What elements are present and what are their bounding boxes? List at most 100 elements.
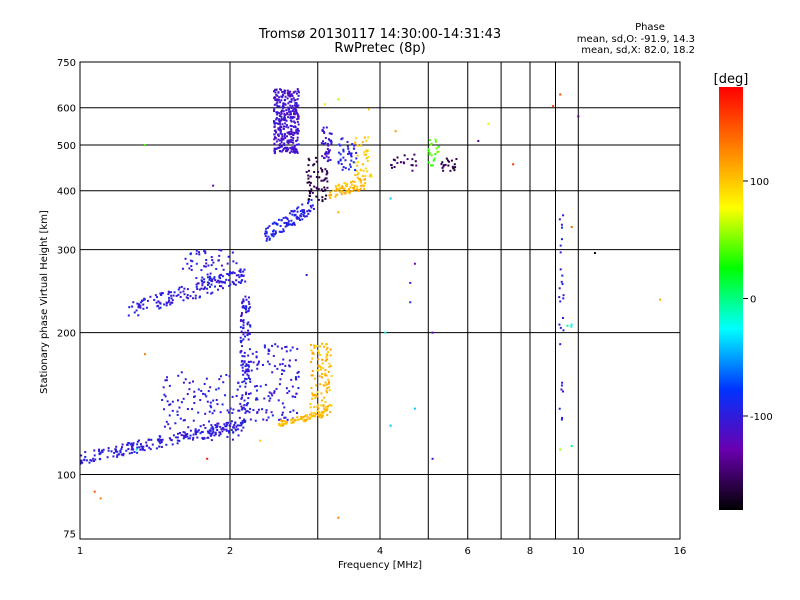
data-point	[290, 128, 293, 131]
plot-grid	[79, 62, 680, 539]
data-point	[291, 110, 294, 113]
data-point	[163, 408, 166, 411]
data-point	[239, 336, 242, 339]
data-point	[283, 416, 286, 419]
data-point	[288, 139, 291, 142]
data-point	[112, 455, 115, 458]
data-point	[285, 135, 288, 138]
data-point	[254, 398, 257, 401]
data-point	[291, 117, 294, 120]
data-point	[326, 409, 329, 412]
data-point	[268, 238, 271, 241]
data-point	[245, 378, 248, 381]
data-point	[330, 375, 333, 378]
data-point	[197, 411, 200, 414]
data-point	[238, 409, 241, 412]
data-point	[455, 158, 458, 161]
data-point	[211, 426, 214, 429]
data-point	[160, 292, 163, 295]
data-point	[288, 364, 291, 367]
data-point	[284, 136, 287, 139]
data-point	[294, 150, 297, 153]
data-point	[322, 367, 325, 370]
data-point	[277, 127, 280, 130]
data-point	[273, 365, 276, 368]
data-point	[341, 137, 344, 140]
data-point	[280, 109, 283, 112]
data-point	[248, 348, 251, 351]
data-point	[290, 94, 293, 97]
data-point	[256, 367, 259, 370]
data-point	[281, 419, 284, 422]
data-point	[301, 203, 304, 206]
data-point	[290, 120, 293, 123]
data-point	[349, 165, 352, 168]
data-point	[177, 293, 180, 296]
data-point	[243, 307, 246, 310]
data-point	[406, 158, 409, 161]
data-point	[129, 443, 132, 446]
data-point	[342, 156, 345, 159]
data-point	[278, 230, 281, 233]
data-point	[559, 448, 562, 451]
data-point	[274, 137, 277, 140]
data-point	[275, 117, 278, 120]
data-point	[216, 424, 219, 427]
data-point	[316, 403, 319, 406]
data-point	[206, 400, 209, 403]
data-point	[317, 351, 320, 354]
data-point	[261, 363, 264, 366]
data-point	[318, 176, 321, 179]
data-point	[313, 170, 316, 173]
data-point	[200, 269, 203, 272]
data-point	[313, 394, 316, 397]
data-point	[190, 265, 193, 268]
data-point	[247, 370, 250, 373]
data-point	[277, 134, 280, 137]
data-point	[159, 442, 162, 445]
data-point	[310, 198, 313, 201]
data-point	[325, 155, 328, 158]
data-point	[389, 424, 392, 427]
data-point	[294, 377, 297, 380]
data-point	[284, 122, 287, 125]
data-point	[204, 393, 207, 396]
data-point	[359, 187, 362, 190]
data-point	[168, 296, 171, 299]
data-point	[364, 167, 367, 170]
data-point	[326, 346, 329, 349]
data-point	[168, 403, 171, 406]
data-point	[322, 140, 325, 143]
data-point	[296, 118, 299, 121]
data-point	[185, 296, 188, 299]
data-point	[280, 118, 283, 121]
data-point	[289, 112, 292, 115]
data-point	[305, 215, 308, 218]
x-tick-label: 4	[377, 546, 383, 557]
data-point	[245, 393, 248, 396]
data-point	[274, 129, 277, 132]
data-point	[203, 265, 206, 268]
data-point	[208, 432, 211, 435]
data-point	[321, 362, 324, 365]
data-point	[227, 255, 230, 258]
data-point	[191, 408, 194, 411]
data-point	[329, 140, 332, 143]
data-point	[298, 217, 301, 220]
data-point	[315, 413, 318, 416]
data-point	[186, 435, 189, 438]
data-point	[208, 275, 211, 278]
data-point	[287, 93, 290, 96]
data-point	[198, 288, 201, 291]
data-point	[276, 101, 279, 104]
data-point	[241, 274, 244, 277]
colorbar-unit: [deg]	[714, 72, 749, 87]
data-point	[176, 439, 179, 442]
data-point	[208, 278, 211, 281]
data-point	[348, 152, 351, 155]
data-point	[356, 176, 359, 179]
data-point	[240, 339, 243, 342]
data-point	[245, 298, 248, 301]
data-point	[309, 204, 312, 207]
data-point	[281, 149, 284, 152]
